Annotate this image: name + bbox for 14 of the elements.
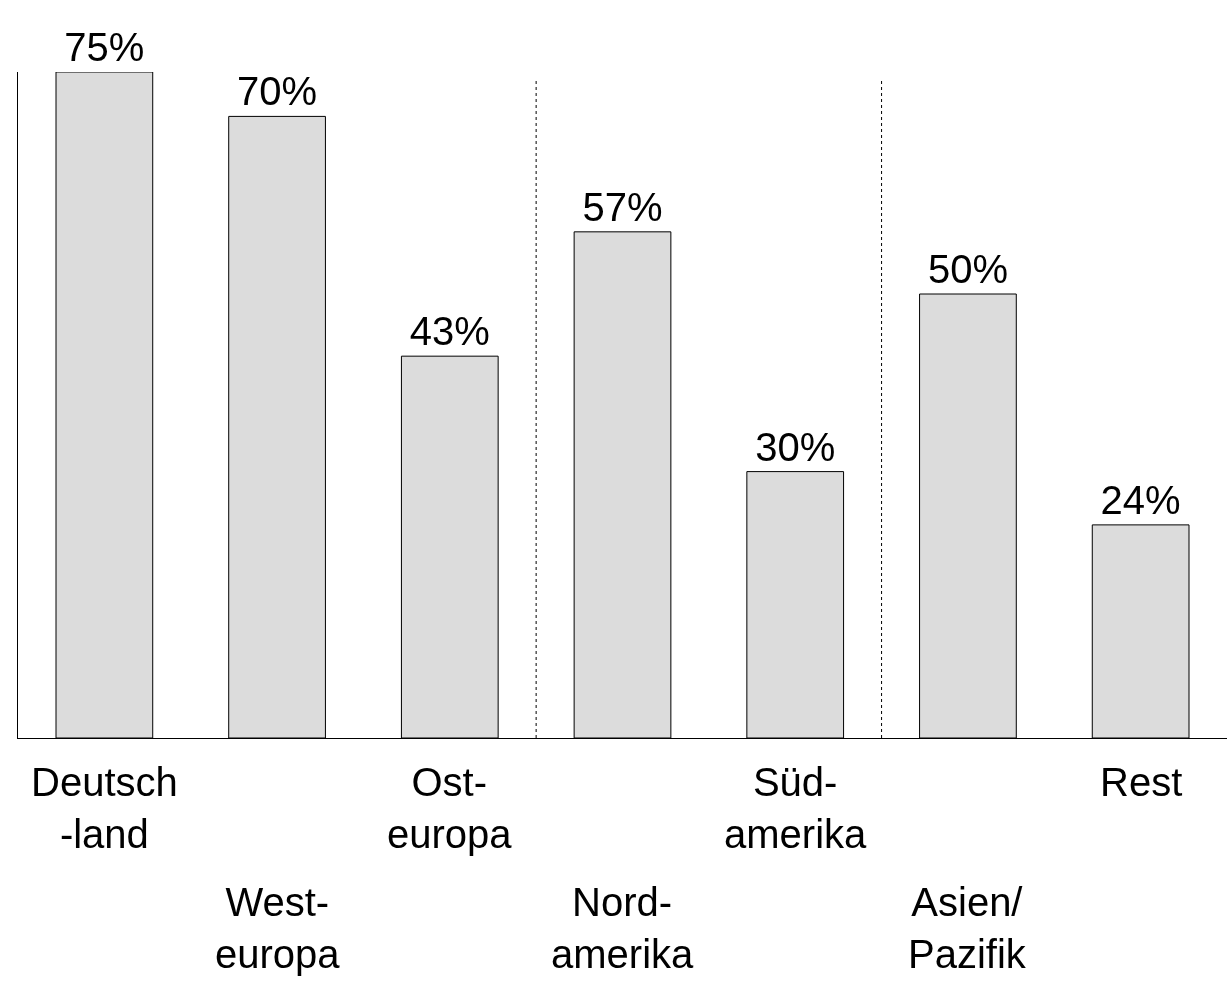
x-tick-label: Süd- amerika	[724, 760, 868, 856]
x-tick-label: Rest	[1100, 760, 1183, 804]
data-label: 70%	[237, 69, 318, 114]
data-label: 24%	[1100, 477, 1181, 522]
data-label: 57%	[582, 184, 663, 229]
x-tick-label: Ost- europa	[387, 760, 513, 856]
data-label: 75%	[64, 25, 145, 69]
x-tick-label: Asien/ Pazifik	[908, 880, 1027, 976]
data-label: 43%	[409, 309, 490, 354]
x-tick-label: Nord- amerika	[551, 880, 695, 976]
data-label: 30%	[755, 424, 836, 469]
data-label: 50%	[927, 247, 1008, 291]
x-tick-label: Deutsch -land	[31, 760, 178, 856]
x-tick-label: West- europa	[215, 880, 341, 976]
